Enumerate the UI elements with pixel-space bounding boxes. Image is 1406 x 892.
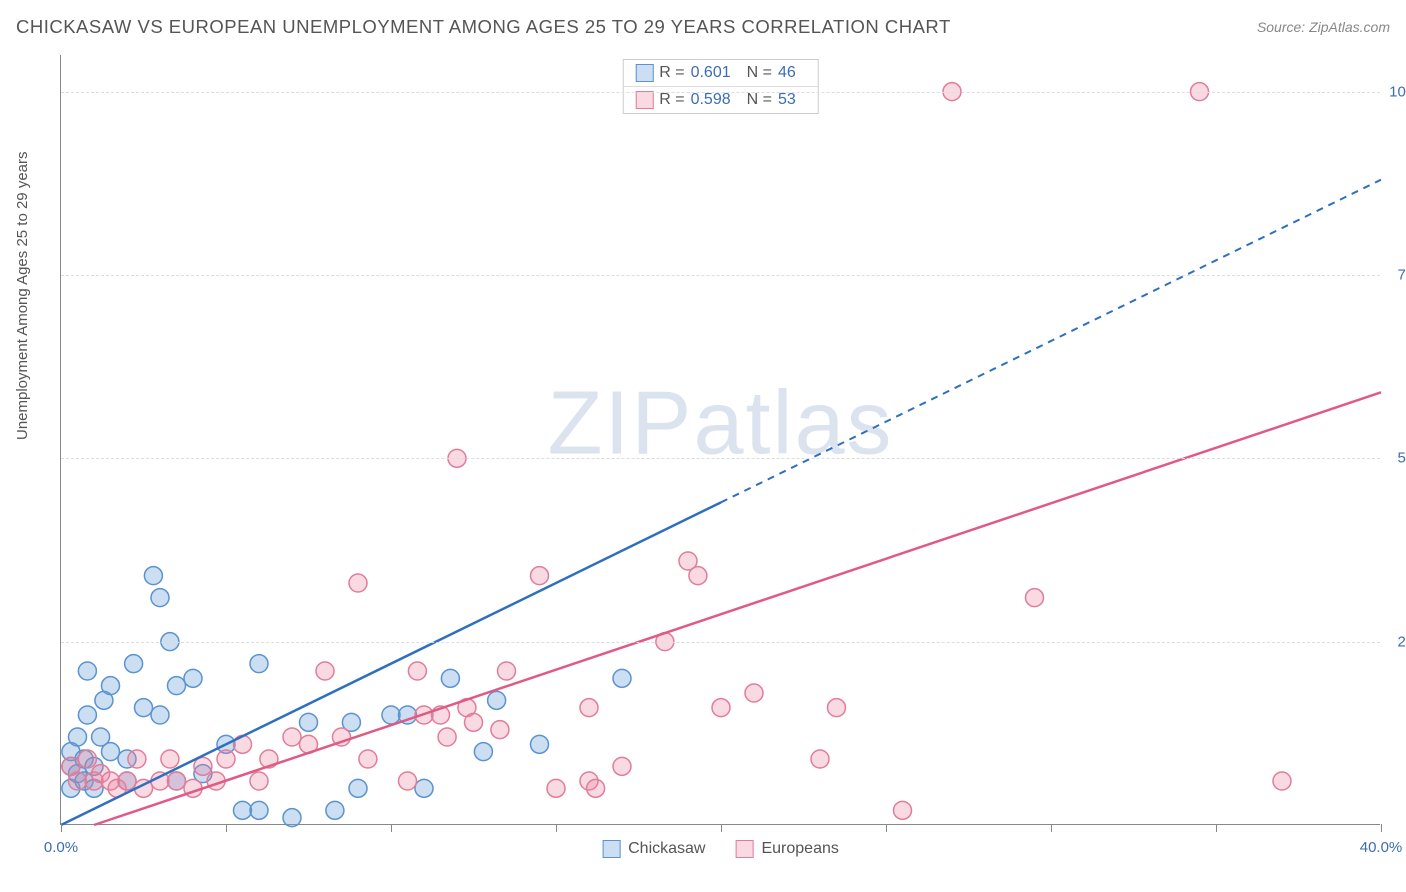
x-tick [1216,824,1217,832]
grid-line [61,642,1380,643]
x-tick [391,824,392,832]
x-tick [1051,824,1052,832]
swatch-blue-icon [635,64,653,82]
plot-area: ZIPatlas R = 0.601 N = 46 R = 0.598 N = … [60,55,1380,825]
y-tick-label: 100.0% [1385,83,1406,100]
chart-title: CHICKASAW VS EUROPEAN UNEMPLOYMENT AMONG… [16,16,951,38]
x-tick [556,824,557,832]
x-tick-label: 40.0% [1360,839,1403,856]
grid-line [61,92,1380,93]
legend-item-europeans: Europeans [735,840,838,858]
grid-line [61,458,1380,459]
legend-correlation: R = 0.601 N = 46 R = 0.598 N = 53 [622,59,819,114]
scatter-svg [61,55,1380,824]
chart-container: CHICKASAW VS EUROPEAN UNEMPLOYMENT AMONG… [0,0,1406,892]
legend-row-chickasaw: R = 0.601 N = 46 [623,60,818,87]
title-bar: CHICKASAW VS EUROPEAN UNEMPLOYMENT AMONG… [16,16,1390,38]
legend-item-chickasaw: Chickasaw [602,840,705,858]
x-tick [721,824,722,832]
y-tick-label: 25.0% [1385,633,1406,650]
source-label: Source: ZipAtlas.com [1257,19,1390,35]
swatch-pink-icon [635,91,653,109]
y-tick-label: 75.0% [1385,267,1406,284]
y-tick-label: 50.0% [1385,450,1406,467]
x-tick [61,824,62,832]
legend-series: Chickasaw Europeans [602,840,839,858]
x-tick [226,824,227,832]
x-tick [886,824,887,832]
swatch-pink-icon [735,840,753,858]
y-axis-label: Unemployment Among Ages 25 to 29 years [14,151,31,440]
x-tick [1381,824,1382,832]
grid-line [61,275,1380,276]
x-tick-label: 0.0% [44,839,78,856]
swatch-blue-icon [602,840,620,858]
